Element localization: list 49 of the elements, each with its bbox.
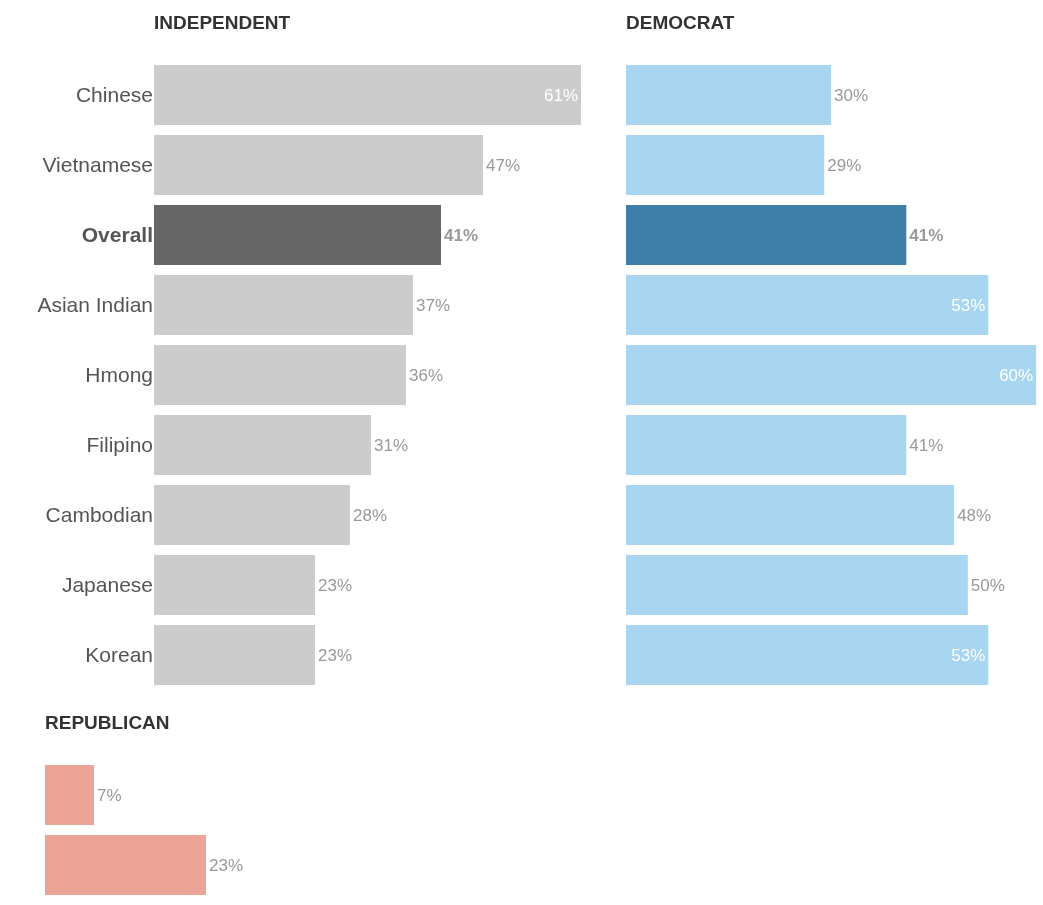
y-tick-label: Filipino [86, 433, 153, 457]
bar [154, 485, 350, 545]
bar [626, 205, 907, 265]
bar [626, 485, 955, 545]
bar [626, 555, 968, 615]
bar [626, 345, 1037, 405]
data-label: 41% [909, 225, 944, 245]
data-label: 23% [209, 855, 244, 875]
bar [154, 625, 315, 685]
bar [626, 65, 832, 125]
y-tick-label: Cambodian [45, 503, 153, 527]
data-label: 30% [834, 85, 869, 105]
bar [626, 625, 989, 685]
data-label: 29% [827, 155, 862, 175]
data-label: 53% [951, 645, 986, 665]
chart-title: DEMOCRAT [626, 11, 735, 33]
bar [154, 205, 441, 265]
bar [154, 275, 413, 335]
data-label: 60% [999, 365, 1034, 385]
data-label: 36% [409, 365, 444, 385]
y-tick-label: Vietnamese [42, 153, 153, 177]
y-tick-label: Korean [85, 643, 153, 667]
y-tick-label: Asian Indian [37, 293, 153, 317]
data-label: 31% [374, 435, 409, 455]
y-tick-label: Hmong [85, 363, 153, 387]
data-label: 23% [318, 575, 353, 595]
y-tick-label: Japanese [61, 573, 153, 597]
data-label: 28% [353, 505, 388, 525]
bar [154, 415, 371, 475]
data-label: 53% [951, 295, 986, 315]
bar [626, 135, 825, 195]
data-label: 47% [486, 155, 521, 175]
data-label: 41% [444, 225, 479, 245]
bar [154, 555, 315, 615]
data-label: 50% [970, 575, 1005, 595]
data-label: 7% [97, 785, 122, 805]
data-label: 37% [416, 295, 451, 315]
data-label: 41% [909, 435, 944, 455]
y-tick-label: Overall [81, 223, 153, 247]
bar [626, 275, 989, 335]
bar [154, 65, 581, 125]
data-label: 23% [318, 645, 353, 665]
bar [626, 415, 907, 475]
y-tick-label: Chinese [75, 83, 153, 107]
chart-title: INDEPENDENT [154, 11, 291, 33]
bar [154, 345, 406, 405]
data-label: 48% [957, 505, 992, 525]
chart-title: REPUBLICAN [45, 711, 170, 733]
bar [154, 135, 483, 195]
